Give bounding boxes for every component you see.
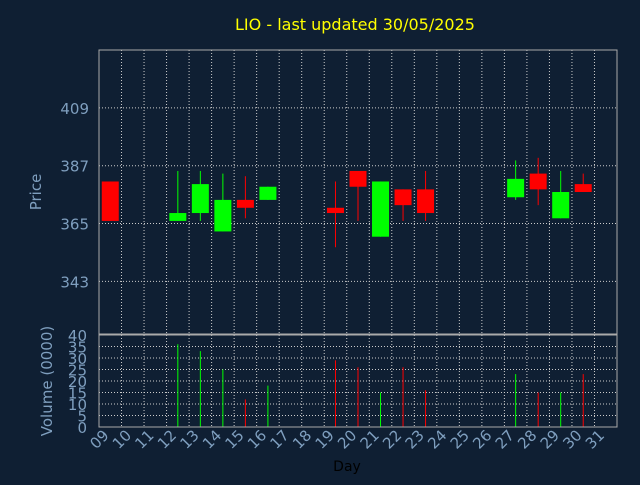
price-y-ticks: 343 365 387 409 xyxy=(60,100,89,292)
candle-12 xyxy=(169,170,187,221)
price-tick-409: 409 xyxy=(60,100,89,118)
candle-19 xyxy=(326,181,344,248)
candle-15 xyxy=(236,176,254,219)
candlesticks xyxy=(101,157,592,248)
candle-body-12 xyxy=(169,213,187,221)
volume-bars xyxy=(177,344,584,427)
volume-y-axis-label: Volume (0000) xyxy=(38,326,56,436)
candle-29 xyxy=(552,170,570,219)
chart-title: LIO - last updated 30/05/2025 xyxy=(235,15,475,34)
candle-16 xyxy=(259,186,277,200)
candle-body-28 xyxy=(529,173,547,190)
candle-body-15 xyxy=(236,199,254,208)
candle-28 xyxy=(529,157,547,206)
volume-tick-0: 0 xyxy=(77,419,87,437)
price-grid xyxy=(99,50,617,334)
candle-body-22 xyxy=(394,189,412,206)
candle-20 xyxy=(349,170,367,221)
price-plot-frame xyxy=(98,49,618,335)
candle-21 xyxy=(372,181,390,237)
volume-tick-30: 30 xyxy=(68,350,87,368)
price-tick-365: 365 xyxy=(60,216,89,234)
candle-22 xyxy=(394,189,412,221)
volume-tick-35: 35 xyxy=(68,339,87,357)
candle-13 xyxy=(191,170,209,221)
candle-body-14 xyxy=(214,199,232,232)
candle-body-21 xyxy=(372,181,390,237)
candle-body-20 xyxy=(349,170,367,187)
candle-27 xyxy=(507,160,525,200)
x-ticks: 0910111213141516171819202122232425262728… xyxy=(86,426,608,452)
candle-body-30 xyxy=(574,184,592,192)
candle-body-29 xyxy=(552,192,570,219)
candle-30 xyxy=(574,173,592,192)
volume-tick-40: 40 xyxy=(68,327,87,345)
volume-tick-10: 10 xyxy=(68,396,87,414)
candle-body-27 xyxy=(507,178,525,198)
price-y-axis-label: Price xyxy=(27,174,45,211)
volume-tick-15: 15 xyxy=(68,385,87,403)
volume-tick-20: 20 xyxy=(68,373,87,391)
candle-body-13 xyxy=(191,184,209,214)
volume-tick-5: 5 xyxy=(77,408,87,426)
candle-body-23 xyxy=(417,189,435,214)
volume-tick-25: 25 xyxy=(68,362,87,380)
price-tick-387: 387 xyxy=(60,158,89,176)
candle-14 xyxy=(214,173,232,232)
volume-plot-frame xyxy=(98,334,618,428)
candle-body-09 xyxy=(101,181,119,221)
price-tick-343: 343 xyxy=(60,273,89,291)
candle-body-16 xyxy=(259,186,277,200)
x-axis-label: Day xyxy=(333,459,361,475)
candle-body-19 xyxy=(326,207,344,214)
candle-23 xyxy=(417,170,435,221)
candle-09 xyxy=(101,181,119,221)
